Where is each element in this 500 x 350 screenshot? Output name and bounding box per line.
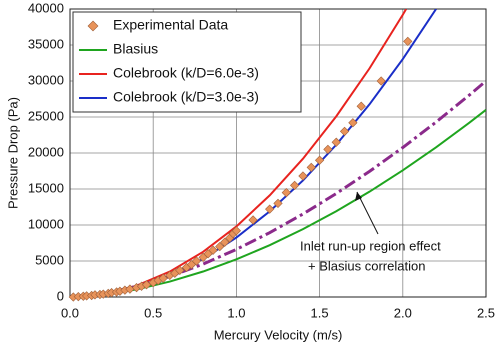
- data-point: [191, 256, 202, 266]
- y-tick-label: 30000: [28, 72, 64, 87]
- data-point: [208, 245, 218, 255]
- data-point: [331, 137, 341, 147]
- data-point: [314, 155, 325, 165]
- data-point: [376, 76, 386, 86]
- x-tick-label: 0.0: [61, 305, 79, 320]
- y-tick-label: 20000: [28, 144, 64, 159]
- data-point: [265, 204, 275, 214]
- legend-marker: [87, 20, 99, 32]
- data-point: [248, 215, 258, 225]
- data-point: [339, 126, 350, 137]
- annotation-text: Inlet run-up region effect: [300, 238, 441, 253]
- y-tick-label: 35000: [28, 36, 64, 51]
- data-point: [356, 101, 366, 111]
- y-tick-label: 15000: [28, 180, 64, 195]
- data-point: [215, 241, 225, 252]
- data-point: [290, 180, 300, 191]
- x-tick-label: 1.5: [311, 305, 329, 320]
- annotation-text: + Blasius correlation: [308, 258, 425, 273]
- x-tick-label: 2.0: [394, 305, 412, 320]
- data-point: [220, 237, 230, 247]
- x-tick-label: 1.0: [227, 305, 245, 320]
- legend-label: Experimental Data: [113, 17, 228, 33]
- data-point: [281, 187, 291, 198]
- data-point: [158, 273, 168, 283]
- y-tick-label: 40000: [28, 0, 64, 15]
- legend-label: Colebrook (k/D=3.0e-3): [113, 89, 259, 105]
- data-point: [175, 265, 185, 275]
- y-tick-label: 25000: [28, 108, 64, 123]
- data-point: [306, 162, 316, 173]
- y-tick-label: 0: [57, 288, 64, 303]
- data-point: [298, 171, 308, 181]
- annotation-arrowhead: [355, 192, 362, 201]
- x-tick-label: 2.5: [477, 305, 495, 320]
- data-point: [273, 198, 283, 209]
- legend-box: [72, 11, 302, 113]
- data-point: [323, 144, 333, 155]
- x-tick-label: 0.5: [144, 305, 162, 320]
- data-point: [231, 226, 242, 236]
- plot-frame: [69, 8, 487, 298]
- data-point: [348, 118, 358, 128]
- x-axis-title: Mercury Velocity (m/s): [214, 327, 343, 342]
- legend-label: Blasius: [113, 41, 158, 57]
- y-tick-label: 10000: [28, 216, 64, 231]
- y-tick-label: 5000: [35, 252, 64, 267]
- legend-label: Colebrook (k/D=6.0e-3): [113, 65, 259, 81]
- data-point: [403, 36, 413, 47]
- y-axis-title: Pressure Drop (Pa): [5, 97, 20, 209]
- annotation-arrow: [356, 191, 379, 235]
